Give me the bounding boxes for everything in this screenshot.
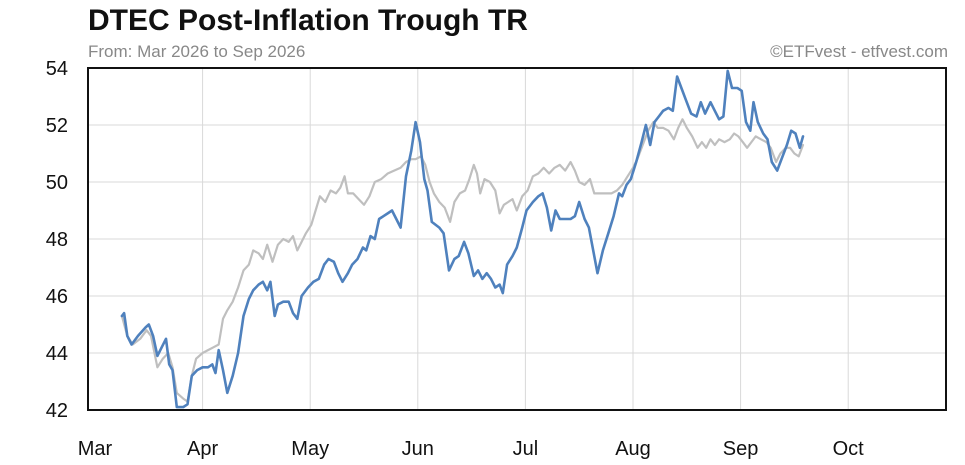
y-tick-label: 48 — [46, 229, 68, 251]
chart-credit: ©ETFvest - etfvest.com — [770, 42, 948, 61]
x-tick-label: May — [291, 438, 329, 460]
y-tick-label: 46 — [46, 286, 68, 308]
x-tick-label: Sep — [723, 438, 759, 460]
x-axis-ticks: Mar Apr May Jun Jul Aug Sep Oct — [78, 438, 864, 460]
x-tick-label: Oct — [833, 438, 865, 460]
y-tick-label: 52 — [46, 115, 68, 137]
chart-title: DTEC Post-Inflation Trough TR — [88, 4, 528, 37]
x-tick-label: Aug — [615, 438, 651, 460]
series-line — [120, 69, 805, 409]
plot-frame — [87, 67, 947, 411]
y-tick-label: 42 — [46, 400, 68, 422]
x-tick-label: Mar — [78, 438, 113, 460]
series-line — [120, 118, 805, 403]
y-tick-label: 44 — [46, 343, 68, 365]
x-tick-label: Apr — [187, 438, 218, 460]
x-tick-label: Jun — [402, 438, 434, 460]
y-tick-label: 50 — [46, 172, 68, 194]
y-axis-ticks: 42 44 46 48 50 52 54 — [46, 58, 68, 422]
y-tick-label: 54 — [46, 58, 68, 80]
series-lines — [120, 69, 805, 409]
x-tick-label: Jul — [513, 438, 539, 460]
chart-subtitle: From: Mar 2026 to Sep 2026 — [88, 42, 306, 61]
